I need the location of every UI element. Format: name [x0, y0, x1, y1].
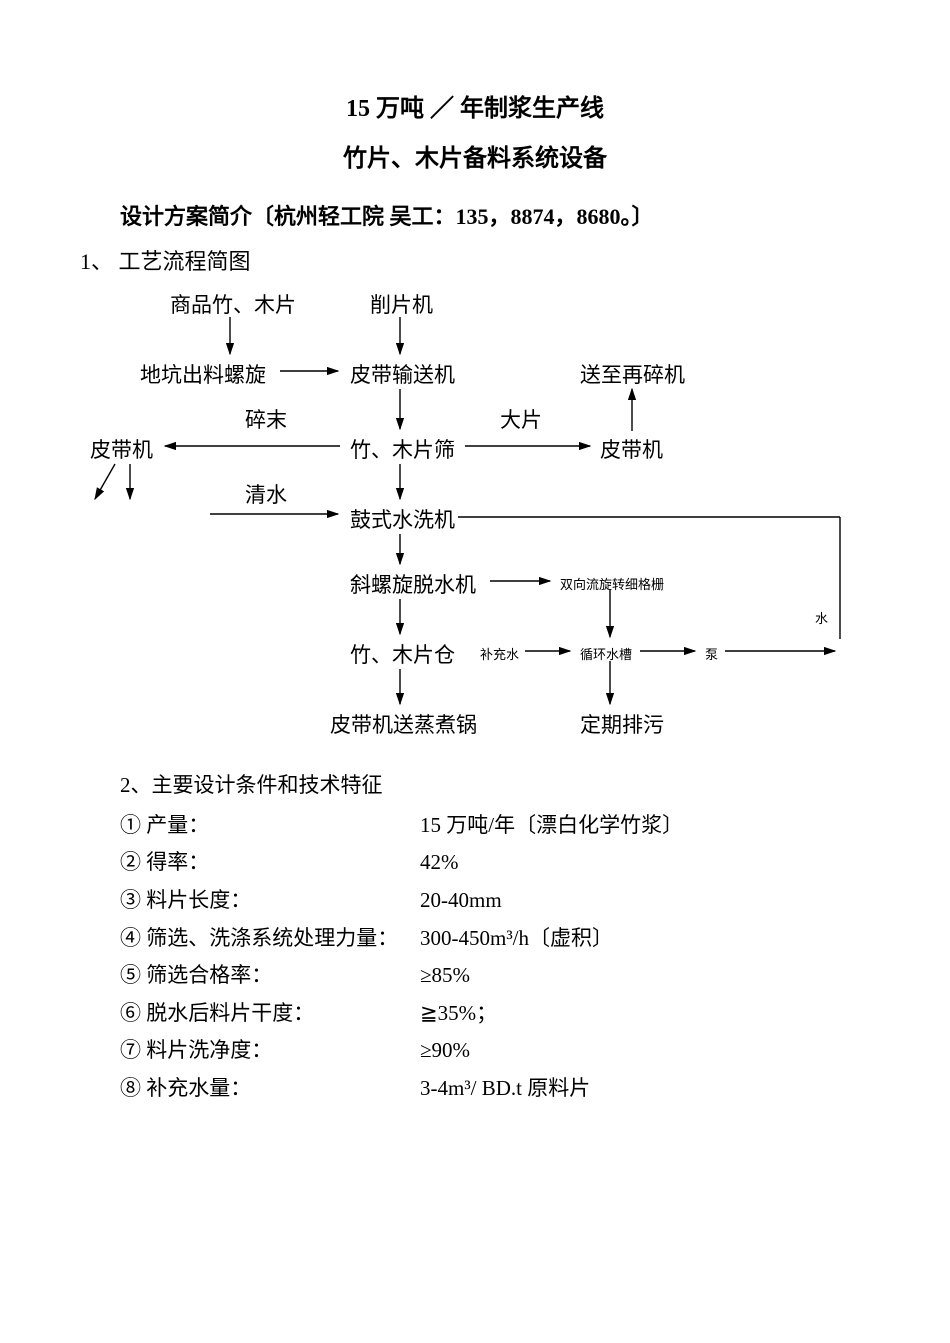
spec-label: ③ 料片长度：	[120, 884, 420, 918]
spec-label: ④ 筛选、洗涤系统处理力量：	[120, 922, 420, 956]
spec-value: ≥90%	[420, 1034, 870, 1068]
spec-value: 20-40mm	[420, 884, 870, 918]
spec-row: ④ 筛选、洗涤系统处理力量： 300-450m³/h〔虚积〕	[120, 922, 870, 956]
spec-value: 42%	[420, 846, 870, 880]
spec-row: ③ 料片长度： 20-40mm	[120, 884, 870, 918]
spec-value: ≧35%；	[420, 997, 870, 1031]
flow-arrows	[80, 289, 870, 749]
spec-row: ② 得率： 42%	[120, 846, 870, 880]
spec-row: ⑥ 脱水后料片干度： ≧35%；	[120, 997, 870, 1031]
spec-label: ⑤ 筛选合格率：	[120, 959, 420, 993]
spec-head: 2、主要设计条件和技术特征	[120, 769, 870, 803]
spec-row: ① 产量： 15 万吨/年〔漂白化学竹浆〕	[120, 809, 870, 843]
spec-value: ≥85%	[420, 959, 870, 993]
title-line-2: 竹片、木片备料系统设备	[80, 140, 870, 178]
spec-row: ⑧ 补充水量： 3-4m³/ BD.t 原料片	[120, 1072, 870, 1106]
spec-label: ⑥ 脱水后料片干度：	[120, 997, 420, 1031]
title-line-1: 15 万吨 ／ 年制浆生产线	[80, 90, 870, 128]
spec-value: 15 万吨/年〔漂白化学竹浆〕	[420, 809, 870, 843]
spec-label: ⑧ 补充水量：	[120, 1072, 420, 1106]
page: 15 万吨 ／ 年制浆生产线 竹片、木片备料系统设备 设计方案简介〔杭州轻工院 …	[0, 0, 950, 1106]
flowchart: 商品竹、木片 削片机 地坑出料螺旋 皮带输送机 送至再碎机 皮带机 碎末 竹、木…	[80, 289, 870, 749]
spec-label: ② 得率：	[120, 846, 420, 880]
spec-row: ⑦ 料片洗净度： ≥90%	[120, 1034, 870, 1068]
section-1-head: 1、 工艺流程简图	[80, 244, 870, 279]
spec-block: 2、主要设计条件和技术特征 ① 产量： 15 万吨/年〔漂白化学竹浆〕 ② 得率…	[120, 769, 870, 1105]
spec-label: ① 产量：	[120, 809, 420, 843]
spec-label: ⑦ 料片洗净度：	[120, 1034, 420, 1068]
spec-value: 3-4m³/ BD.t 原料片	[420, 1072, 870, 1106]
subtitle: 设计方案简介〔杭州轻工院 吴工：135，8874，8680。〕	[120, 199, 870, 234]
spec-row: ⑤ 筛选合格率： ≥85%	[120, 959, 870, 993]
spec-value: 300-450m³/h〔虚积〕	[420, 922, 870, 956]
